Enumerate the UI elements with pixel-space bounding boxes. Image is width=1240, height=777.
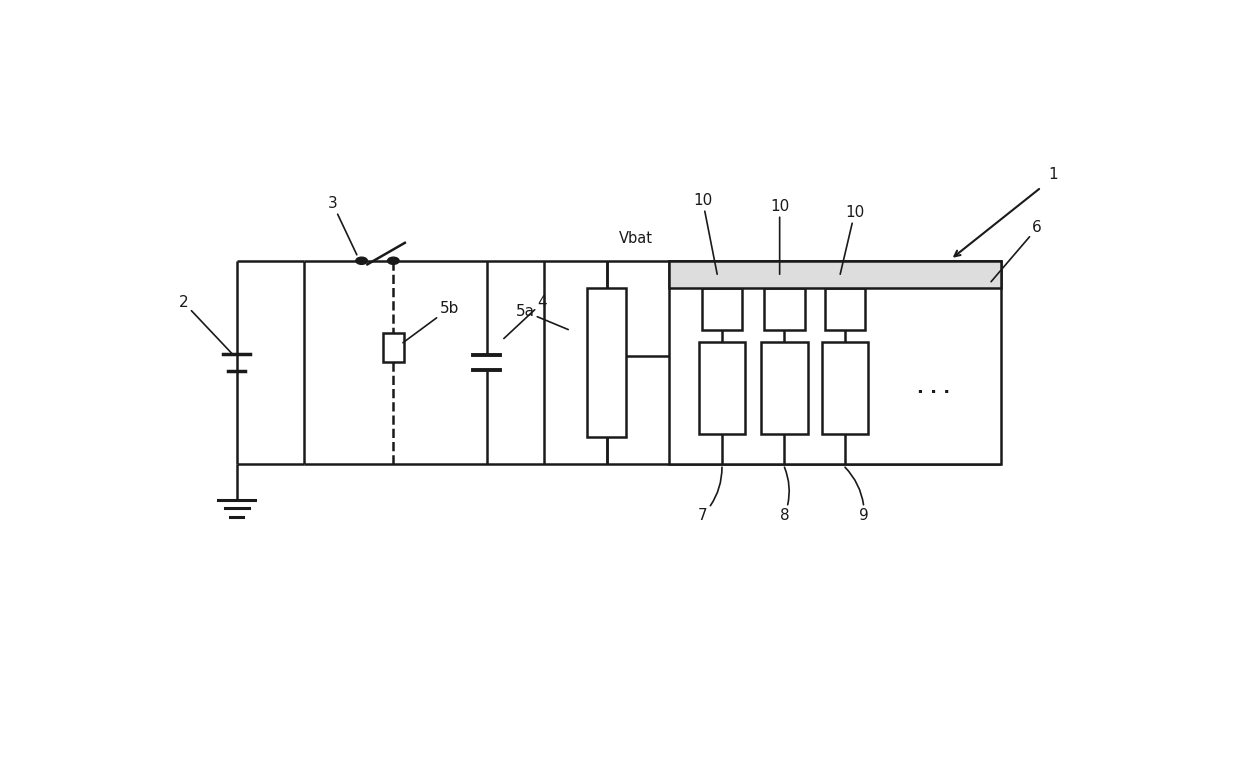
Text: 8: 8 (780, 467, 790, 523)
Text: 5a: 5a (516, 304, 568, 329)
Text: 7: 7 (698, 467, 722, 523)
Circle shape (388, 257, 399, 264)
Text: Vbat: Vbat (619, 231, 652, 246)
Text: 10: 10 (770, 200, 790, 274)
Bar (761, 342, 807, 434)
Text: 6: 6 (991, 221, 1042, 282)
Text: 5b: 5b (403, 301, 459, 343)
Bar (822, 342, 868, 434)
Circle shape (356, 257, 367, 264)
Bar (699, 342, 745, 434)
Bar (588, 287, 626, 437)
Bar (670, 261, 1001, 287)
Bar (764, 287, 805, 329)
Text: 9: 9 (844, 467, 869, 523)
Bar (383, 333, 404, 362)
Text: 4: 4 (503, 295, 547, 339)
Bar (702, 287, 743, 329)
Text: 10: 10 (841, 205, 864, 274)
Bar (670, 261, 1001, 464)
Text: . . .: . . . (916, 379, 950, 397)
Text: 10: 10 (693, 193, 717, 274)
Text: 3: 3 (327, 197, 357, 255)
Bar (825, 287, 866, 329)
Text: 1: 1 (1049, 166, 1059, 182)
Text: 2: 2 (179, 295, 232, 354)
